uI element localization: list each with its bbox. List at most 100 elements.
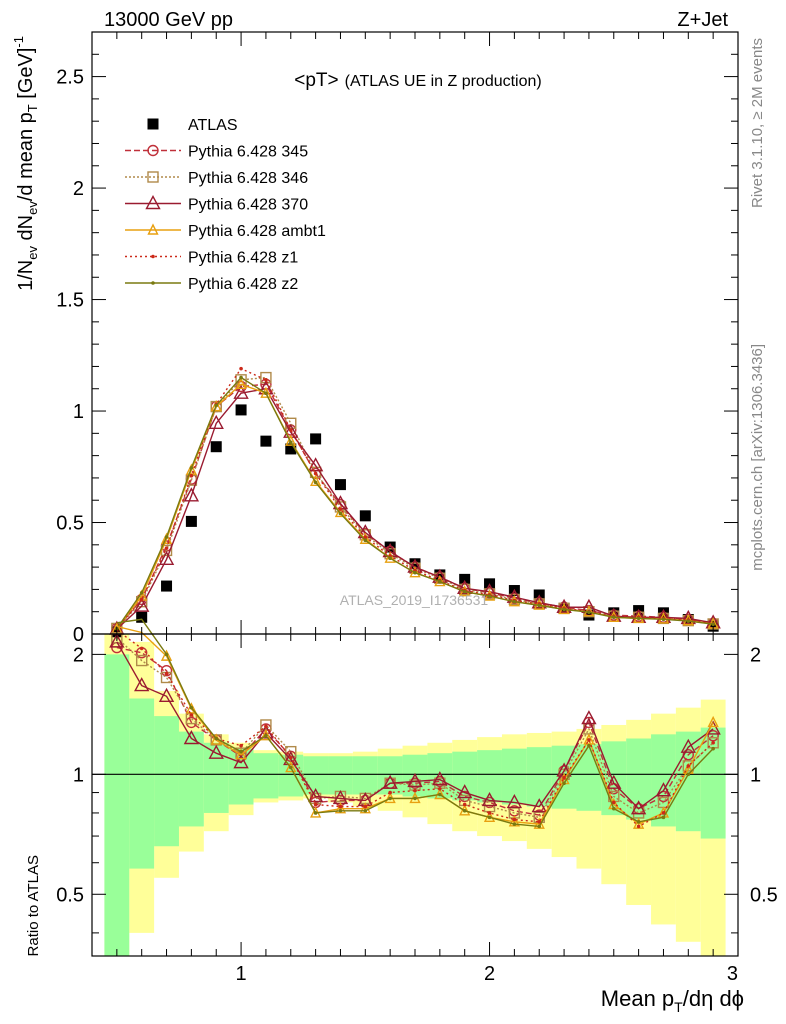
ratio-y-tick-label: 2 (73, 644, 84, 666)
series-point (164, 546, 169, 550)
ratio-series-point (438, 786, 442, 791)
legend-entry-p345: Pythia 6.428 345 (125, 144, 308, 161)
ratio-series-point (338, 804, 343, 809)
ratio-y-tick-label: 0.5 (56, 884, 84, 906)
series-point (611, 615, 616, 620)
series-point (313, 480, 318, 485)
ratio-series-point (432, 771, 448, 786)
series-point (208, 414, 224, 429)
y-tick-label: 0.5 (56, 513, 84, 535)
series-point (139, 597, 144, 602)
ratio-uncertainty-bands (104, 634, 726, 956)
ratio-series-point (707, 715, 719, 728)
ratio-stat-uncertainty-band (104, 654, 130, 956)
ratio-series-point (135, 654, 148, 667)
ratio-series-point (388, 790, 392, 795)
series-line (116, 367, 714, 630)
mcplots-reference-label: mcplots.cern.ch [arXiv:1306.3436] (749, 344, 766, 571)
series-point (556, 598, 572, 613)
data-point (161, 580, 173, 592)
data-point (434, 569, 446, 581)
series-point (239, 366, 243, 371)
ratio-series-point (307, 787, 324, 803)
series-point (235, 377, 247, 389)
series-point (158, 550, 175, 566)
rivet-version-label: Rivet 3.1.10, ≥ 2M events (749, 38, 766, 208)
ratio-stat-uncertainty-band (178, 731, 204, 827)
ratio-series-point (686, 772, 691, 777)
legend: ATLAS Pythia 6.428 345 Pythia 6.428 346 Pyt… (125, 117, 326, 293)
legend-entry-p370: Pythia 6.428 370 (125, 195, 308, 214)
series-point (288, 440, 293, 445)
analysis-watermark: ATLAS_2019_I1736531 (340, 592, 489, 608)
data-point (285, 443, 297, 455)
ratio-series-point (587, 743, 591, 748)
x-tick-label: 2 (484, 963, 495, 985)
series-point (531, 594, 547, 609)
data-point (459, 573, 471, 585)
y-axis-label: 1/Nev dNev/d mean pT [GeV]-1 (11, 36, 40, 291)
ratio-stat-uncertainty-band (253, 753, 279, 799)
series-point (438, 579, 442, 584)
ratio-series-point (313, 802, 318, 807)
series-point (363, 538, 368, 543)
ratio-stat-uncertainty-band (203, 742, 229, 813)
ratio-series-point (334, 802, 347, 814)
ratio-series-point (264, 724, 268, 729)
ratio-series-point (462, 802, 467, 807)
ratio-series-point (109, 633, 125, 648)
series-point (363, 535, 368, 539)
series-line (116, 376, 714, 629)
series-point (134, 597, 150, 612)
ratio-series-point (363, 804, 368, 809)
series-point (189, 466, 194, 470)
ratio-series-point (363, 808, 368, 813)
ratio-series-z2 (116, 618, 715, 829)
ratio-stat-uncertainty-band (576, 744, 602, 811)
ratio-series-point (434, 787, 446, 800)
data-point (310, 433, 322, 445)
ratio-series-point (388, 796, 392, 801)
ratio-series-point (686, 764, 691, 768)
ratio-stat-uncertainty-band (328, 756, 353, 795)
ratio-series-point (285, 760, 297, 773)
legend-entry-data: ATLAS (147, 117, 238, 134)
legend-entry-ambt1: Pythia 6.428 ambt1 (125, 223, 326, 240)
ratio-series-point (189, 705, 194, 710)
series-point (338, 507, 343, 511)
legend-label: ATLAS (188, 117, 238, 134)
ratio-stat-uncertainty-band (626, 738, 652, 820)
plot-title-main: <pT> (294, 70, 338, 91)
ratio-series-point (359, 802, 371, 814)
data-point (235, 404, 247, 416)
series-point (183, 487, 200, 502)
series-point (512, 599, 517, 604)
x-axis-label: Mean pT/dη dϕ (601, 986, 744, 1015)
ratio-series-point (487, 811, 492, 815)
ratio-series-point (382, 774, 398, 789)
y-tick-label: 2 (73, 178, 84, 200)
ratio-series-point (160, 649, 173, 661)
series-point (233, 384, 249, 399)
series-line (116, 376, 714, 630)
axis-ticks: 1 2 3 0 0.5 1 1.5 2 2.5 0.5 0.5 1 1 2 2 (56, 31, 778, 985)
ratio-series-point (462, 808, 467, 813)
ratio-series-point (239, 749, 243, 754)
legend-entry-z2: Pythia 6.428 z2 (125, 276, 298, 293)
ratio-series-point (139, 646, 144, 651)
data-point (185, 515, 197, 527)
series-point (388, 556, 392, 560)
legend-marker (147, 171, 159, 183)
data-point (260, 435, 272, 447)
ratio-series-point (655, 782, 672, 797)
series-point (210, 400, 222, 412)
ratio-y-tick-label-right: 1 (750, 764, 761, 786)
ratio-series-point (531, 798, 547, 813)
x-tick-label: 3 (727, 963, 738, 985)
ratio-series-point (630, 800, 647, 815)
ratio-series-point (407, 772, 423, 788)
ratio-series-point (288, 765, 293, 770)
series-point (288, 428, 293, 432)
ratio-series-point (239, 743, 243, 748)
